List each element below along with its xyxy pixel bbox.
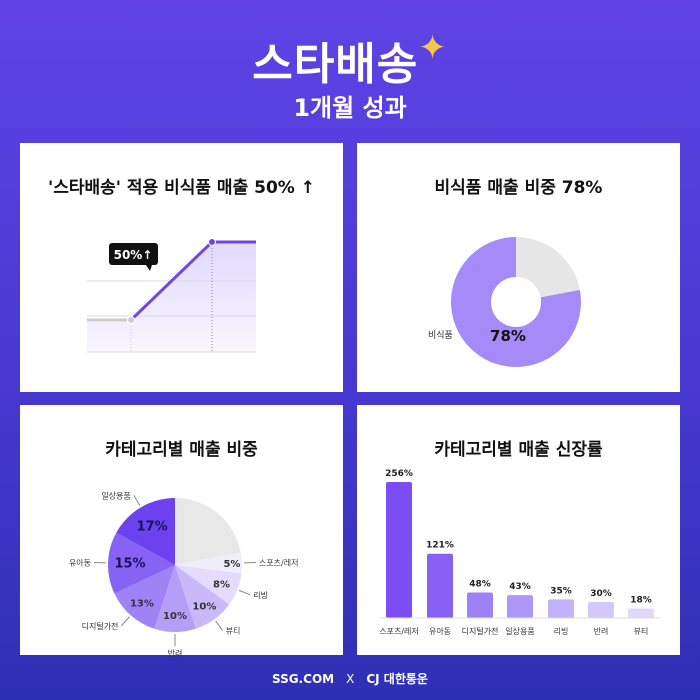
svg-text:50%↑: 50%↑ — [114, 248, 153, 262]
bar-value-label: 43% — [509, 582, 531, 592]
point — [127, 316, 135, 324]
pie-slice — [116, 497, 175, 565]
leader-line — [121, 616, 130, 627]
pie-category-label: 리빙 — [253, 591, 268, 600]
ssg-logo: SSG.COM — [272, 672, 335, 686]
bar — [507, 595, 533, 618]
bar-category-label: 스포츠/레저 — [379, 627, 419, 636]
pie-category-label: 스포츠/레저 — [259, 558, 299, 567]
card-title: 비식품 매출 비중 78% — [434, 178, 603, 198]
bar-value-label: 18% — [630, 595, 652, 605]
pie-slice — [175, 498, 241, 565]
donut-value-label: 78% — [490, 327, 526, 345]
pie-value-label: 13% — [130, 599, 154, 610]
pie-category-label: 뷰티 — [226, 627, 241, 636]
bar-category-label: 리빙 — [554, 627, 569, 636]
card-title: 카테고리별 매출 비중 — [105, 440, 258, 460]
pie-category-label: 유아동 — [69, 557, 91, 567]
pie-slice — [175, 552, 242, 574]
card-title: 카테고리별 매출 신장률 — [434, 440, 603, 460]
donut-hole — [491, 277, 541, 327]
bar — [427, 553, 453, 618]
bar — [386, 482, 412, 618]
bar — [628, 608, 654, 618]
pie-value-label: 5% — [223, 559, 240, 570]
bar-value-label: 48% — [469, 580, 491, 590]
tooltip: 50%↑ — [109, 243, 158, 271]
bar-value-label: 256% — [385, 469, 413, 479]
sparkle-icon: ✦ — [418, 28, 448, 68]
leader-line — [238, 589, 251, 596]
cj-logo: CJ 대한통운 — [366, 672, 428, 686]
bar-category-label: 뷰티 — [634, 627, 649, 636]
bar — [467, 592, 493, 618]
logo: 스타배송✦ — [252, 28, 448, 90]
card-title: '스타배송' 적용 비식품 매출 50% ↑ — [48, 178, 315, 198]
pie-value-label: 8% — [213, 579, 230, 590]
bar-value-label: 121% — [426, 541, 454, 551]
pie-category-label: 디지털가전 — [82, 621, 119, 631]
bar-category-label: 반려 — [594, 626, 609, 636]
line-area — [87, 242, 256, 352]
pie-value-label: 10% — [192, 601, 216, 612]
bar-value-label: 35% — [550, 586, 572, 596]
pie-category-label: 일상용품 — [101, 490, 130, 500]
bar — [548, 599, 574, 618]
pie-value-label: 10% — [163, 611, 187, 622]
point — [208, 238, 216, 246]
pie-value-label: 15% — [114, 557, 145, 572]
bar-value-label: 30% — [590, 589, 612, 599]
donut-category-label: 비식품 — [428, 330, 453, 341]
leader-line — [133, 495, 141, 506]
pie-slice — [175, 565, 242, 605]
leader-line — [215, 620, 224, 631]
pie-slice — [114, 565, 175, 629]
pie-slice — [175, 565, 230, 629]
pie-slice — [108, 532, 175, 594]
footer: SSG.COM X CJ 대한통운 — [272, 672, 428, 686]
pie-value-label: 17% — [137, 519, 168, 534]
pie-category-label: 반려 — [168, 648, 183, 658]
bar-category-label: 유아동 — [429, 626, 451, 636]
bar-category-label: 디지털가전 — [462, 626, 499, 636]
bar-category-label: 일상용품 — [505, 626, 534, 636]
bar — [588, 602, 614, 618]
pie-slice — [154, 565, 196, 632]
subtitle: 1개월 성과 — [293, 94, 407, 122]
